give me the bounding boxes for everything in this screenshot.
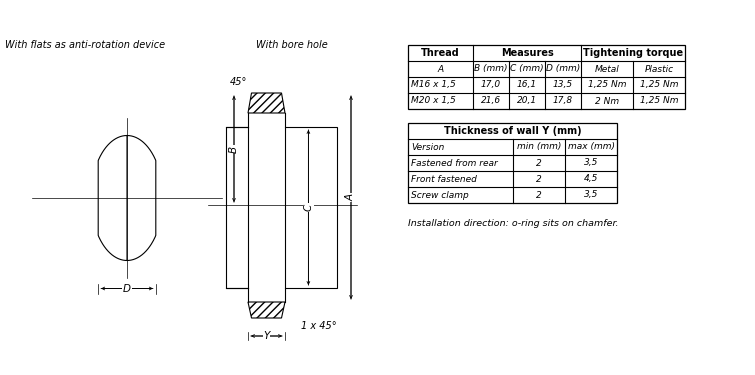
Text: 13,5: 13,5 [553,81,573,90]
Bar [285,127,337,288]
Text: A: A [437,64,444,74]
Bar [408,123,617,203]
Text: 2: 2 [536,159,542,168]
Text: Plastic: Plastic [645,64,673,74]
Text: Measures: Measures [501,48,553,58]
Text: 20,1: 20,1 [517,96,537,105]
Text: 21,6: 21,6 [481,96,501,105]
Text: max (mm): max (mm) [568,142,615,152]
Text: Tightening torque: Tightening torque [583,48,683,58]
Text: C: C [304,204,313,211]
Text: 4,5: 4,5 [584,174,598,183]
Text: With flats as anti-rotation device: With flats as anti-rotation device [5,40,165,50]
Text: Installation direction: o-ring sits on chamfer.: Installation direction: o-ring sits on c… [408,219,618,228]
Text: 1 x 45°: 1 x 45° [301,321,337,331]
Text: M20 x 1,5: M20 x 1,5 [411,96,456,105]
Text: With bore hole: With bore hole [256,40,328,50]
Text: Screw clamp: Screw clamp [411,190,469,200]
Text: M16 x 1,5: M16 x 1,5 [411,81,456,90]
Text: D (mm): D (mm) [546,64,580,74]
Text: 2: 2 [536,174,542,183]
Text: Front fastened: Front fastened [411,174,477,183]
Text: Version: Version [411,142,445,152]
Text: A: A [346,194,356,201]
Text: 2 Nm: 2 Nm [595,96,619,105]
Text: C (mm): C (mm) [510,64,544,74]
Text: 3,5: 3,5 [584,159,598,168]
Text: Thread: Thread [421,48,460,58]
Text: 1,25 Nm: 1,25 Nm [639,96,678,105]
Text: Y: Y [263,331,270,341]
Text: D: D [123,284,131,294]
Text: 17,0: 17,0 [481,81,501,90]
Polygon shape [248,93,285,113]
Text: 16,1: 16,1 [517,81,537,90]
Text: B: B [229,146,239,153]
Text: Metal: Metal [595,64,619,74]
Text: 1,25 Nm: 1,25 Nm [587,81,626,90]
Polygon shape [248,302,285,318]
Text: 45°: 45° [230,77,248,87]
Text: B (mm): B (mm) [474,64,508,74]
Text: Thickness of wall Y (mm): Thickness of wall Y (mm) [444,126,581,136]
Text: Fastened from rear: Fastened from rear [411,159,498,168]
Text: 3,5: 3,5 [584,190,598,200]
Text: min (mm): min (mm) [517,142,561,152]
Text: 2: 2 [536,190,542,200]
Bar [408,45,685,109]
Text: 1,25 Nm: 1,25 Nm [639,81,678,90]
Bar [226,127,248,288]
Text: 17,8: 17,8 [553,96,573,105]
